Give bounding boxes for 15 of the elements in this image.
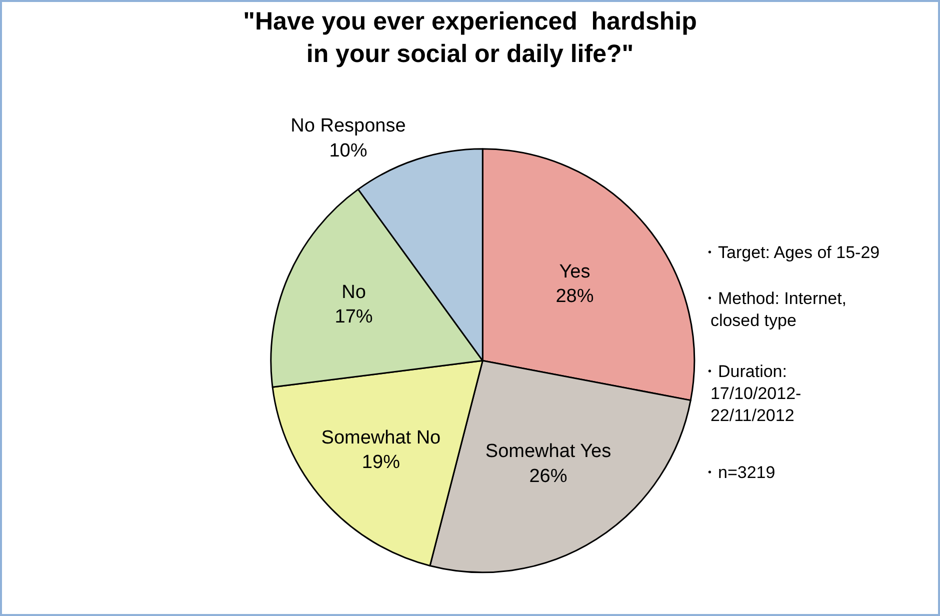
text: ・Target: Ages of 15-29 — [701, 243, 880, 262]
data-label: 17% — [334, 306, 373, 328]
text: ・n=3219 — [701, 463, 776, 482]
data-label: 28% — [556, 286, 594, 308]
slice-label: No Response — [290, 116, 406, 137]
data-label: 19% — [362, 452, 400, 474]
slice-label: Yes — [559, 262, 590, 283]
slice-label: Somewhat No — [321, 427, 441, 448]
data-label: 10% — [329, 140, 368, 162]
slice-label: No — [342, 282, 366, 304]
slice-label: Somewhat Yes — [485, 441, 612, 462]
text: ・Method: Internet, closed type — [701, 289, 847, 330]
data-label: 26% — [529, 466, 568, 487]
chart-title: "Have you ever experienced hardship in your social or daily life?" — [243, 8, 697, 68]
text: ・Duration: 17/10/2012- 22/11/2012 — [701, 362, 802, 426]
